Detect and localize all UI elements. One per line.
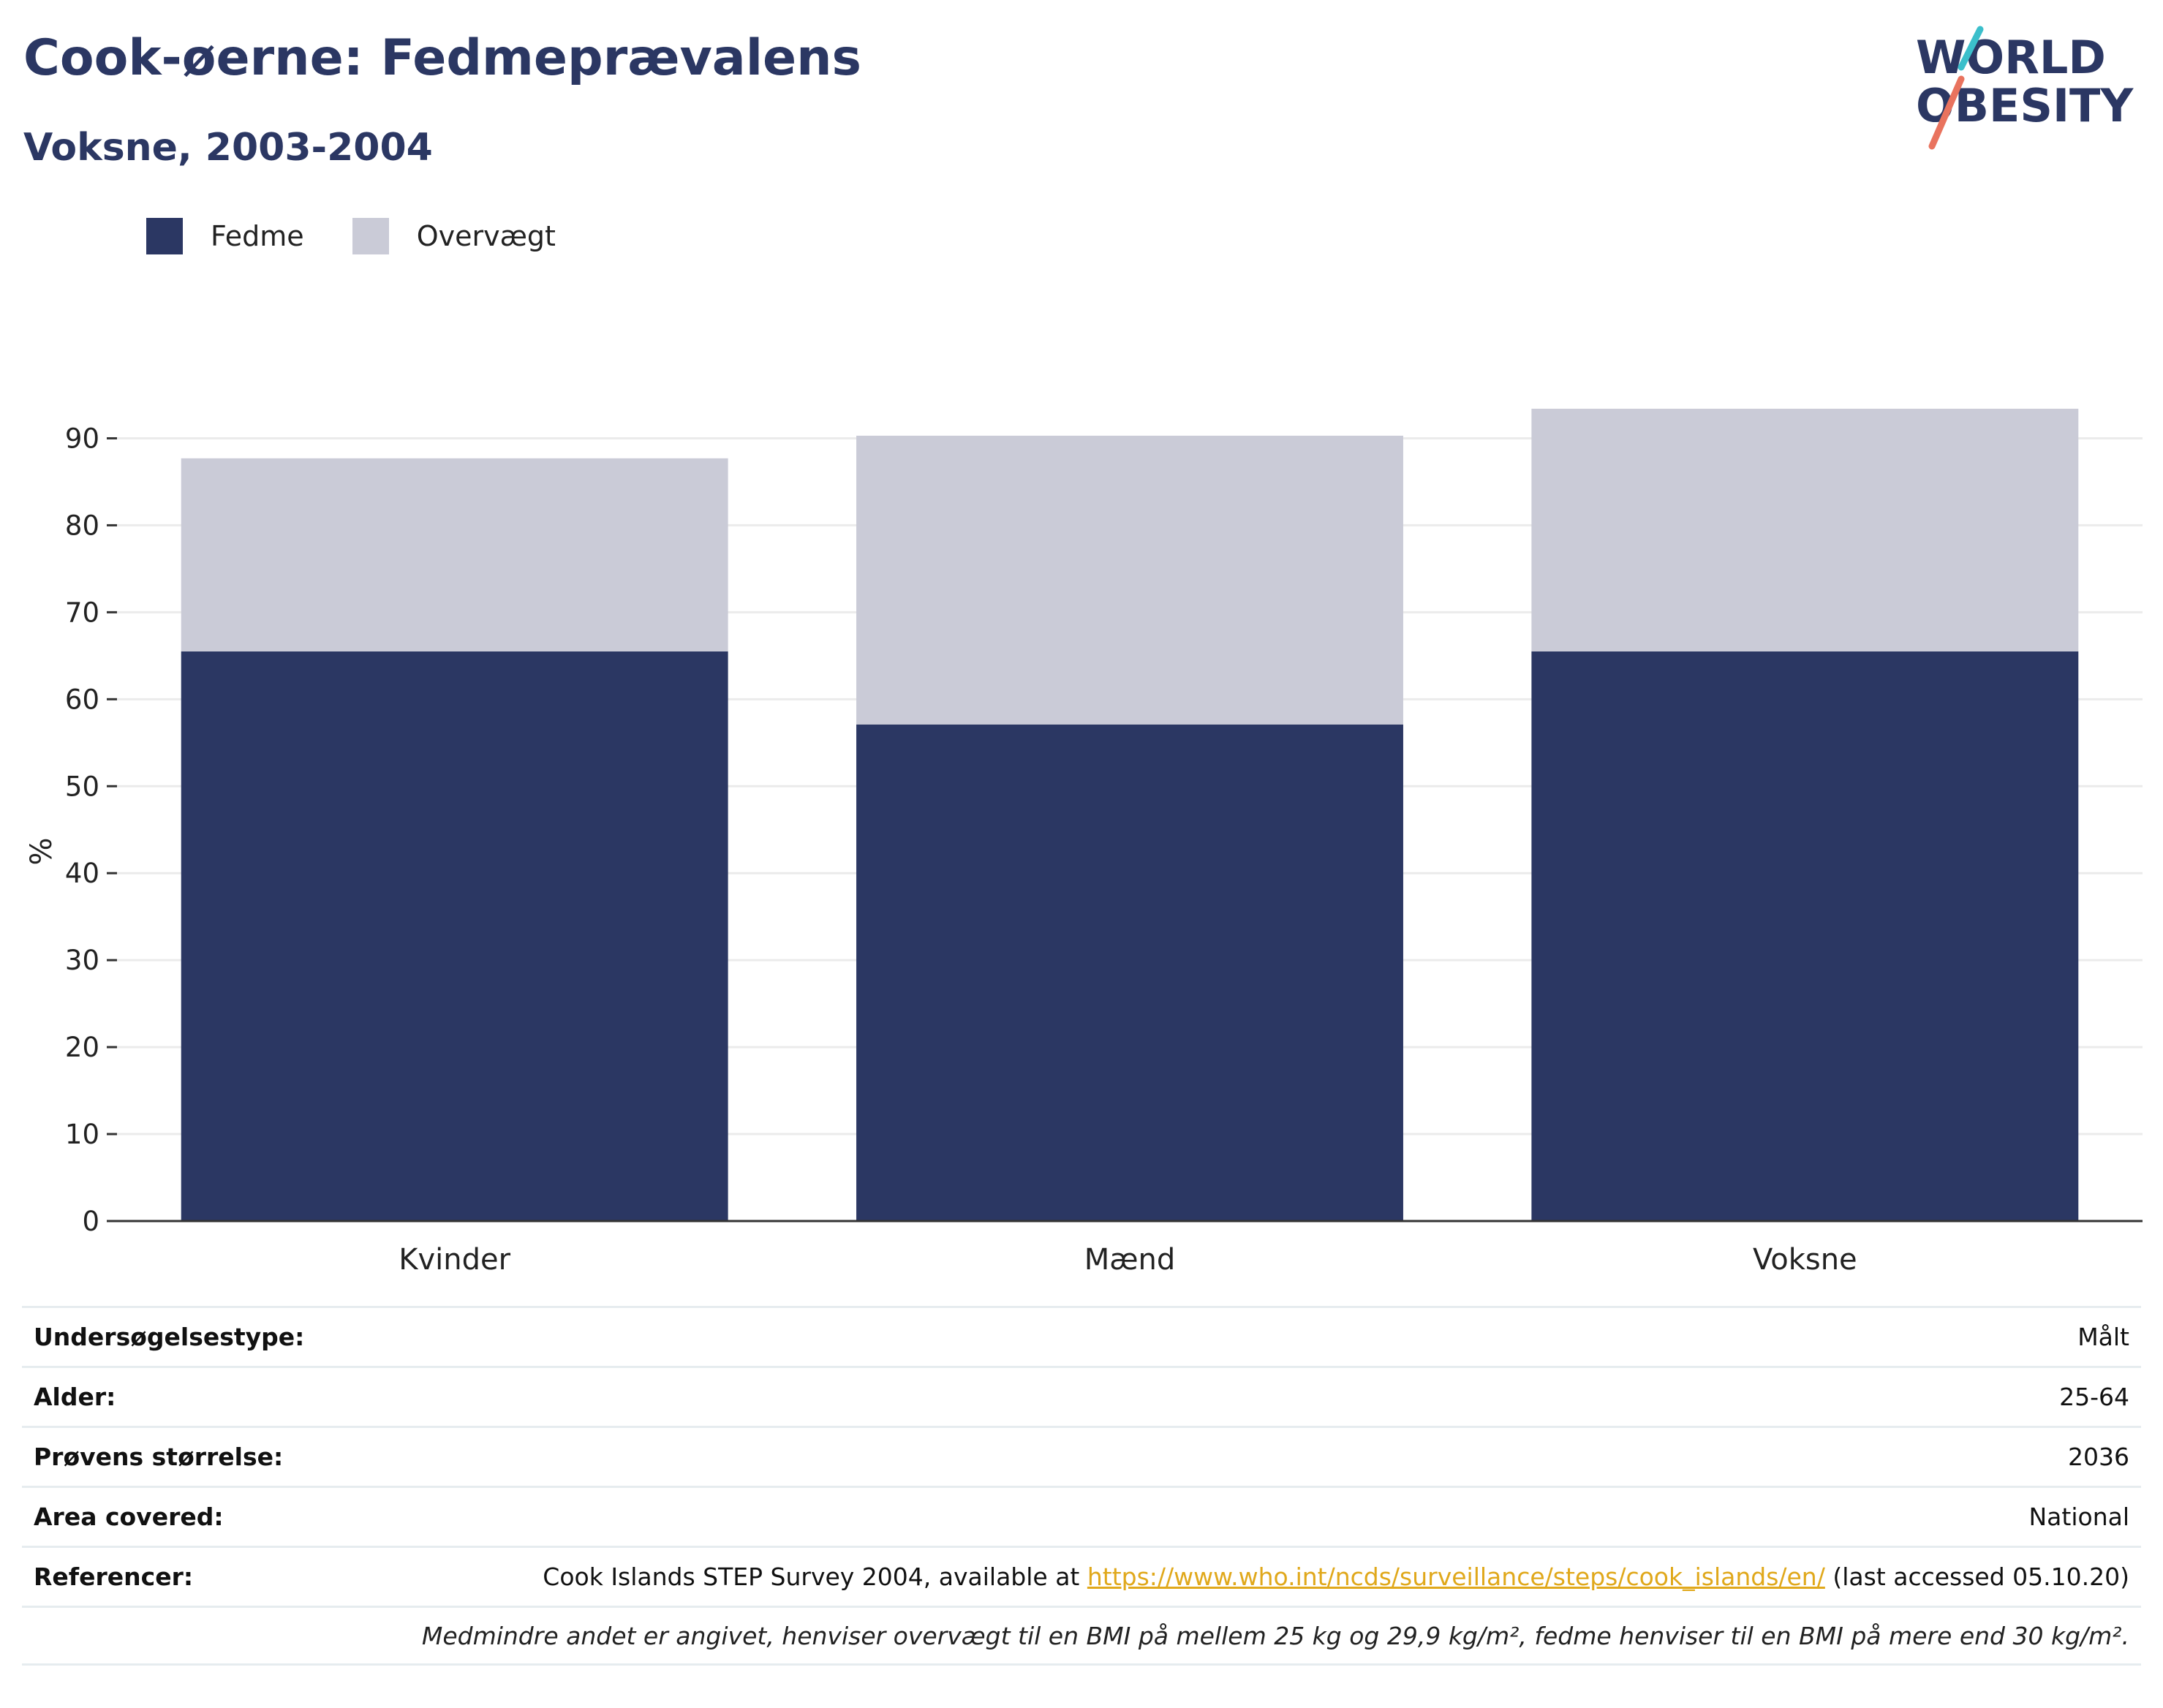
survey-info-table: Undersøgelsestype: Målt Alder: 25-64 Prø… [22,1306,2141,1666]
info-row-sample-size: Prøvens størrelse: 2036 [22,1426,2141,1486]
world-obesity-logo: WORLD OBESITY [1916,26,2134,150]
x-category-label: Mænd [1084,1243,1176,1277]
y-tick-label: 60 [65,684,99,715]
info-row-area: Area covered: National [22,1486,2141,1546]
reference-prefix: Cook Islands STEP Survey 2004, available… [543,1562,1087,1591]
y-tick-label: 30 [65,945,99,976]
info-row-note: Medmindre andet er angivet, henviser ove… [22,1606,2141,1666]
chart-legend: Fedme Overvægt [146,218,604,254]
legend-swatch-overvaegt [352,218,389,254]
legend-swatch-fedme [146,218,183,254]
y-tick-label: 20 [65,1032,99,1063]
y-tick-label: 0 [82,1206,99,1237]
bar-fedme-kvinder [181,651,728,1221]
logo-text-line1: WORLD [1916,31,2106,84]
info-row-references: Referencer: Cook Islands STEP Survey 200… [22,1546,2141,1606]
info-row-survey-type: Undersøgelsestype: Målt [22,1306,2141,1366]
bar-overv-gt-kvinder [181,458,728,651]
reference-link[interactable]: https://www.who.int/ncds/surveillance/st… [1087,1562,1825,1591]
info-key: Referencer: [34,1562,194,1591]
bar-overv-gt-m-nd [856,435,1403,725]
chart-subtitle: Voksne, 2003-2004 [23,126,433,170]
logo-slash-top [1958,26,1984,71]
references-value: Cook Islands STEP Survey 2004, available… [543,1562,2129,1591]
chart-title: Cook-øerne: Fedmeprævalens [23,29,862,87]
y-tick-label: 70 [65,597,99,628]
bar-fedme-voksne [1531,651,2079,1221]
y-axis-title: % [25,837,58,865]
info-value: 2036 [2068,1443,2129,1471]
x-category-label: Voksne [1753,1243,1857,1277]
info-key: Prøvens størrelse: [34,1443,284,1471]
info-key: Area covered: [34,1503,224,1531]
logo-slash-bottom [1928,75,1965,150]
y-tick-label: 50 [65,771,99,802]
bar-chart: 0 10 20 30 40 50 60 70 80 90% Kvinder Mænd Voksne [25,409,2143,1277]
y-tick-label: 80 [65,510,99,541]
info-value: 25-64 [2059,1383,2129,1411]
reference-suffix: (last accessed 05.10.20) [1824,1562,2129,1591]
info-value: National [2028,1503,2129,1531]
y-tick-label: 10 [65,1119,99,1150]
legend-item-fedme[interactable]: Fedme [146,218,304,254]
y-tick-label: 90 [65,423,99,454]
info-value: Målt [2077,1323,2129,1351]
bmi-definition-note: Medmindre andet er angivet, henviser ove… [421,1621,2129,1650]
legend-label-fedme: Fedme [211,220,304,252]
info-row-age: Alder: 25-64 [22,1366,2141,1426]
info-key: Undersøgelsestype: [34,1323,305,1351]
bar-fedme-m-nd [856,724,1403,1221]
legend-label-overvaegt: Overvægt [416,220,556,252]
x-category-label: Kvinder [399,1243,510,1277]
info-key: Alder: [34,1383,116,1411]
legend-item-overvaegt[interactable]: Overvægt [352,218,556,254]
bar-overv-gt-voksne [1531,409,2079,651]
y-tick-label: 40 [65,858,99,889]
